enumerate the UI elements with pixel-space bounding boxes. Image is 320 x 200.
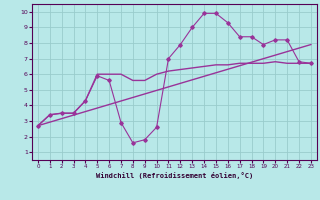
X-axis label: Windchill (Refroidissement éolien,°C): Windchill (Refroidissement éolien,°C) [96,172,253,179]
